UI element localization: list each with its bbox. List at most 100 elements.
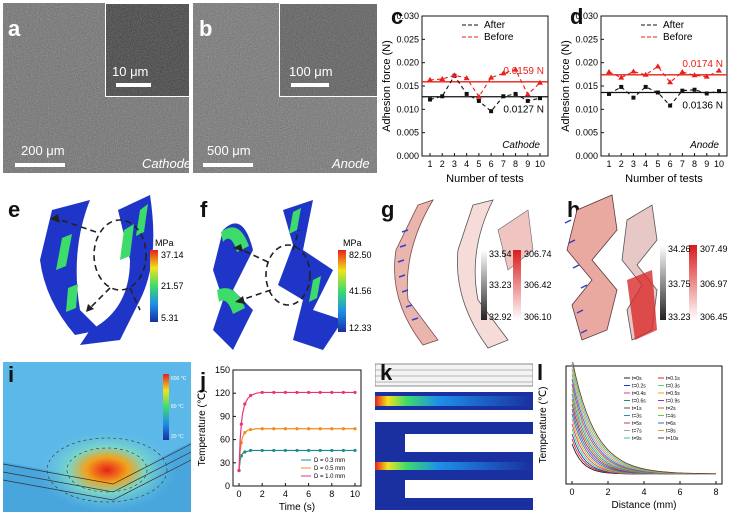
x-axis-label: Number of tests: [446, 173, 524, 185]
strip-left: [566, 194, 618, 341]
data-point-before: [488, 74, 495, 80]
legend-label: t=6s: [666, 421, 676, 427]
data-point-before: [703, 73, 710, 79]
thermal-field-i: 600 °C 80 °C 20 °C: [3, 362, 191, 512]
sem-caption: Cathode: [142, 156, 189, 171]
x-axis-label: Distance (mm): [611, 500, 676, 511]
y-tick-label: 30: [220, 458, 230, 468]
sem-image-cathode: 10 μm 200 μm Cathode: [3, 3, 189, 173]
y-axis-label: Temperature (℃): [197, 390, 208, 467]
data-point: [318, 427, 322, 431]
data-point: [243, 450, 247, 454]
data-point: [249, 427, 253, 432]
data-point-after: [607, 91, 611, 96]
data-point: [239, 422, 243, 426]
series-line-before: [429, 69, 541, 98]
data-point-after: [513, 91, 518, 96]
x-tick-label: 10: [535, 159, 545, 169]
sem-inset-cathode: [105, 3, 189, 97]
legend-label: D = 1.0 mm: [314, 474, 345, 480]
sem-image-anode: 100 μm 500 μm Anode: [193, 3, 377, 173]
data-point-before: [679, 69, 686, 74]
x-tick-label: 4: [464, 159, 469, 169]
data-point-before: [716, 67, 722, 73]
x-tick-label: 2: [619, 159, 624, 169]
x-axis-label: Number of tests: [625, 173, 703, 185]
data-point: [243, 431, 247, 435]
stress-model-e: MPa 37.14 21.57 5.31: [40, 195, 184, 345]
data-point: [330, 448, 334, 453]
x-tick-label: 8: [513, 159, 518, 169]
data-point: [353, 427, 357, 431]
series-line-after: [608, 86, 720, 107]
data-point: [272, 390, 276, 395]
y-tick-label: 0.025: [396, 34, 419, 44]
colorbar-label: 306.45: [700, 312, 728, 322]
legend-label: t=4s: [666, 414, 676, 420]
data-point-after: [643, 84, 648, 89]
data-point-before: [537, 79, 543, 85]
colorbar-mid: 21.57: [161, 281, 184, 291]
panel-label-i: i: [8, 362, 15, 387]
stress-model-f: MPa 82.50 41.56 12.33: [213, 200, 372, 350]
helix-strip-left: [213, 223, 253, 350]
data-point-before: [500, 70, 507, 76]
data-point: [330, 390, 334, 395]
y-tick-label: 0.020: [396, 58, 419, 68]
legend-label: D = 0.5 mm: [314, 466, 345, 472]
series-line: [572, 362, 717, 475]
data-point-after: [680, 88, 685, 93]
data-point: [307, 427, 311, 431]
x-tick-label: 4: [641, 487, 646, 497]
data-point: [260, 448, 264, 453]
y-axis-label: Temperature (℃): [538, 387, 549, 464]
legend-label: t=0.5s: [666, 391, 680, 397]
y-tick-label: 0.010: [396, 104, 419, 114]
x-tick-label: 3: [452, 159, 457, 169]
mean-label-after: 0.0136 N: [682, 101, 723, 112]
scale-label-main: 200 μm: [21, 143, 65, 158]
data-point-after: [717, 89, 721, 94]
thermal-model-g: 33.54 33.23 32.92 306.74 306.42 306.10: [394, 199, 552, 349]
x-tick-label: 10: [350, 489, 360, 499]
data-point: [272, 448, 276, 453]
scale-bar-inset: [116, 83, 151, 87]
panel-label-e: e: [8, 197, 21, 222]
data-point-before: [618, 74, 625, 80]
scale-label-inset: 100 μm: [289, 64, 333, 79]
data-point: [283, 427, 287, 431]
helix-strip-left: [40, 200, 100, 335]
adhesion-chart-anode: 0.000 0.005 0.010 0.015 0.020 0.025 0.030 1 2 3 4 5…: [560, 11, 728, 185]
colorbar-h-left: [660, 245, 666, 320]
sem-caption: Anode: [332, 156, 370, 171]
x-tick-label: 2: [260, 489, 265, 499]
x-axis-label: Time (s): [279, 502, 315, 513]
y-tick-label: 0.010: [575, 104, 598, 114]
legend-label: t=2s: [666, 406, 676, 412]
colorbar-unit: MPa: [155, 238, 174, 248]
colorbar-unit: MPa: [343, 238, 362, 248]
colorbar-label: 33.75: [668, 279, 691, 289]
series-line: [571, 433, 716, 475]
data-point: [272, 427, 276, 431]
scale-bar-main: [15, 163, 65, 167]
x-tick-label: 1: [606, 159, 611, 169]
strip-left: [394, 199, 439, 346]
y-tick-label: 0.015: [575, 81, 598, 91]
data-point-before: [524, 91, 531, 97]
data-point-before: [691, 72, 698, 78]
legend-label: Before: [663, 32, 693, 43]
data-point: [283, 390, 287, 395]
colorbar-mid: 41.56: [349, 286, 372, 296]
y-tick-label: 0: [225, 481, 230, 491]
colorbar-label: 80 °C: [171, 404, 184, 410]
colorbar-g-right: [513, 250, 521, 320]
panel-label-a: a: [8, 16, 21, 41]
legend-label: t=0s: [632, 376, 642, 382]
data-point: [307, 390, 311, 395]
plot-frame: [232, 369, 362, 487]
y-axis-label: Adhesion force (N): [381, 40, 393, 132]
colorbar-label: 306.10: [524, 312, 552, 322]
colorbar-f: [338, 250, 346, 332]
data-point: [353, 390, 357, 395]
